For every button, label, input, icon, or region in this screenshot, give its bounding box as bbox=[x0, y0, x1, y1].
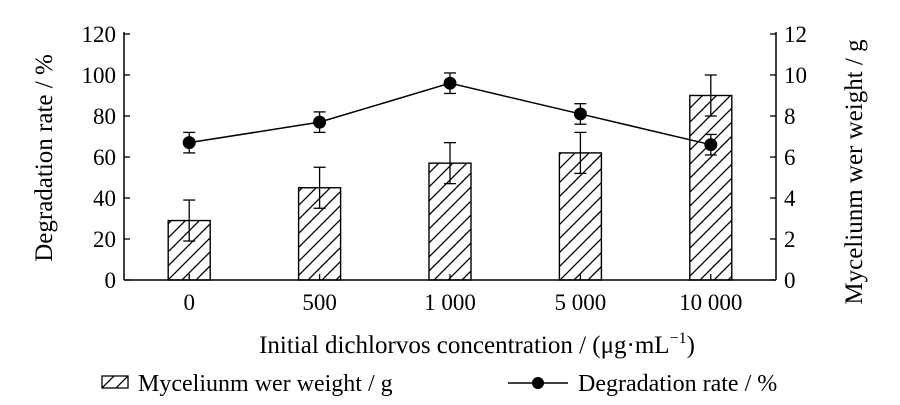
y-tick-left-label: 100 bbox=[82, 63, 117, 88]
x-axis-title-superscript: −1 bbox=[670, 330, 687, 347]
bar-error-bars bbox=[183, 74, 717, 242]
legend-bar-label: Myceliunm wer weight / g bbox=[138, 371, 393, 397]
y-tick-left-label: 120 bbox=[82, 22, 117, 47]
line-point bbox=[573, 107, 587, 121]
right-y-axis-ticks: 0 2 4 6 8 10 12 bbox=[770, 22, 807, 293]
y-tick-right-label: 12 bbox=[784, 22, 807, 47]
y-axis-right-title: Myceliunm wer weight / g bbox=[841, 39, 868, 305]
bar bbox=[689, 94, 733, 281]
y-tick-left-label: 20 bbox=[93, 227, 116, 252]
y-tick-left-label: 80 bbox=[93, 104, 116, 129]
legend-line-label: Degradation rate / % bbox=[578, 371, 777, 397]
y-tick-left-label: 40 bbox=[93, 186, 116, 211]
x-axis-ticks: 0 500 1 000 5 000 10 000 bbox=[183, 274, 742, 315]
legend-bar-swatch bbox=[101, 375, 129, 389]
y-axis-left-title: Degradation rate / % bbox=[31, 54, 58, 262]
x-tick-label: 5 000 bbox=[555, 290, 607, 315]
y-tick-left-label: 0 bbox=[105, 268, 117, 293]
left-y-axis-ticks: 0 20 40 60 80 100 120 bbox=[82, 22, 130, 293]
x-axis-title-main: Initial dichlorvos concentration / (μg·m… bbox=[259, 332, 670, 359]
line-series bbox=[182, 72, 718, 156]
line-point bbox=[443, 76, 457, 90]
bar bbox=[558, 152, 603, 281]
line-point bbox=[182, 136, 196, 150]
bar-series bbox=[167, 94, 733, 281]
legend-line-marker bbox=[532, 377, 544, 389]
y-tick-right-label: 6 bbox=[784, 145, 796, 170]
y-tick-right-label: 8 bbox=[784, 104, 796, 129]
x-axis-title: Initial dichlorvos concentration / (μg·m… bbox=[259, 330, 695, 359]
x-axis-title-end: ) bbox=[687, 332, 695, 359]
x-tick-label: 500 bbox=[302, 290, 337, 315]
x-tick-label: 0 bbox=[183, 290, 195, 315]
y-tick-right-label: 4 bbox=[784, 186, 796, 211]
x-tick-label: 1 000 bbox=[424, 290, 476, 315]
y-tick-left-label: 60 bbox=[93, 145, 116, 170]
y-tick-right-label: 10 bbox=[784, 63, 807, 88]
y-tick-right-label: 2 bbox=[784, 227, 796, 252]
line-point bbox=[704, 138, 718, 152]
x-tick-label: 10 000 bbox=[679, 290, 742, 315]
line-point bbox=[313, 115, 327, 129]
y-tick-right-label: 0 bbox=[784, 268, 796, 293]
legend: Myceliunm wer weight / g Degradation rat… bbox=[101, 371, 777, 397]
